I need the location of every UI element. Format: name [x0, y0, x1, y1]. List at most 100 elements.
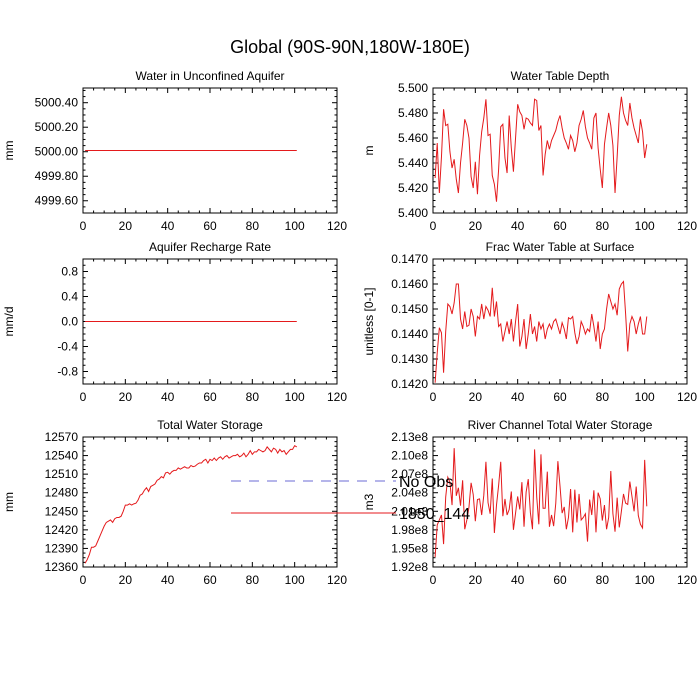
y-tick-label: 2.10e8	[391, 449, 428, 463]
legend-label-1850-144: 1850_144	[399, 506, 470, 523]
y-tick-label: 0.1460	[391, 277, 428, 291]
panel-title: Frac Water Table at Surface	[486, 240, 635, 254]
y-tick-label: -0.4	[57, 340, 78, 354]
panel-1: Water in Unconfined Aquifer 0 20 40 60 80 100 1…	[2, 69, 347, 233]
y-tick-label: 2.07e8	[391, 467, 428, 481]
x-tick-label: 60	[553, 219, 567, 233]
x-tick-label: 80	[246, 219, 260, 233]
y-tick-label: 2.04e8	[391, 486, 428, 500]
panel-2: Water Table Depth 0 20 40 60 80 100 120 5.400 5.4…	[362, 69, 697, 233]
y-axis-label: mm/d	[2, 307, 16, 337]
y-tick-label: 12360	[45, 560, 79, 574]
y-tick-label: 12510	[45, 467, 79, 481]
plot-frame	[432, 258, 688, 385]
x-tick-label: 40	[511, 390, 525, 404]
x-tick-label: 120	[327, 573, 347, 587]
panel-3: Aquifer Recharge Rate 0 20 40 60 80 100 120 -0.8…	[2, 240, 347, 404]
panel-title: Aquifer Recharge Rate	[149, 240, 271, 254]
x-tick-label: 60	[203, 390, 217, 404]
y-tick-label: 4999.80	[35, 169, 79, 183]
x-tick-label: 60	[553, 573, 567, 587]
y-axis-label: unitless [0-1]	[362, 287, 376, 355]
y-tick-label: 1.92e8	[391, 560, 428, 574]
x-tick-label: 120	[677, 390, 697, 404]
panel-4: Frac Water Table at Surface 0 20 40 60 80 100 1…	[362, 240, 697, 404]
panel-5: Total Water Storage 0 20 40 60 80 100 120 12360 1…	[2, 418, 347, 587]
x-tick-label: 40	[161, 219, 175, 233]
figure-title: Global (90S-90N,180W-180E)	[230, 37, 470, 57]
x-tick-label: 60	[553, 390, 567, 404]
y-axis-label: mm	[2, 141, 16, 161]
series-line-1850_144	[434, 280, 648, 383]
x-tick-label: 60	[203, 573, 217, 587]
y-tick-label: 0.1470	[391, 252, 428, 266]
x-tick-label: 80	[596, 390, 610, 404]
series-line-1850_144	[434, 96, 648, 202]
y-tick-label: 12540	[45, 449, 79, 463]
panel-title: Total Water Storage	[157, 418, 263, 432]
x-tick-label: 60	[203, 219, 217, 233]
y-tick-label: 1.98e8	[391, 523, 428, 537]
panel-title: River Channel Total Water Storage	[468, 418, 653, 432]
plot-frame	[82, 436, 338, 568]
y-tick-label: 5.400	[398, 206, 428, 220]
series-line-1850_144	[434, 448, 648, 558]
x-tick-label: 0	[80, 573, 87, 587]
y-tick-label: 4999.60	[35, 194, 79, 208]
y-tick-label: 12480	[45, 486, 79, 500]
y-tick-label: 5000.20	[35, 120, 79, 134]
x-tick-label: 20	[119, 390, 133, 404]
y-tick-label: 2.13e8	[391, 430, 428, 444]
x-tick-label: 40	[161, 573, 175, 587]
plot-frame	[432, 87, 688, 214]
x-tick-label: 40	[511, 573, 525, 587]
y-tick-label: 12450	[45, 504, 79, 518]
panel-title: Water in Unconfined Aquifer	[136, 69, 285, 83]
panel-title: Water Table Depth	[511, 69, 610, 83]
x-tick-label: 80	[596, 219, 610, 233]
x-tick-label: 100	[635, 219, 655, 233]
x-tick-label: 0	[80, 390, 87, 404]
y-tick-label: 12420	[45, 523, 79, 537]
plot-frame	[432, 436, 688, 568]
y-tick-label: 5.440	[398, 156, 428, 170]
x-tick-label: 80	[246, 390, 260, 404]
y-tick-label: 1.95e8	[391, 541, 428, 555]
x-tick-label: 40	[161, 390, 175, 404]
x-tick-label: 20	[469, 573, 483, 587]
y-tick-label: 5.500	[398, 81, 428, 95]
y-tick-label: 0.1420	[391, 377, 428, 391]
x-tick-label: 120	[677, 219, 697, 233]
y-tick-label: 0.1440	[391, 327, 428, 341]
y-tick-label: 0.1430	[391, 352, 428, 366]
x-tick-label: 0	[430, 390, 437, 404]
x-tick-label: 100	[635, 390, 655, 404]
x-tick-label: 0	[430, 573, 437, 587]
y-tick-label: 12390	[45, 541, 79, 555]
y-tick-label: 0.4	[61, 290, 78, 304]
y-tick-label: 12570	[45, 430, 79, 444]
y-tick-label: 5000.40	[35, 96, 79, 110]
legend: No Obs 1850_144	[231, 474, 470, 523]
x-tick-label: 100	[285, 219, 305, 233]
x-tick-label: 40	[511, 219, 525, 233]
x-tick-label: 120	[327, 219, 347, 233]
x-tick-label: 0	[80, 219, 87, 233]
x-tick-label: 80	[246, 573, 260, 587]
x-tick-label: 80	[596, 573, 610, 587]
y-tick-label: 2.01e8	[391, 504, 428, 518]
y-tick-label: 0.0	[61, 315, 78, 329]
y-tick-label: 5.460	[398, 131, 428, 145]
x-tick-label: 20	[119, 219, 133, 233]
y-axis-label: m3	[362, 493, 376, 510]
panels: Water in Unconfined Aquifer 0 20 40 60 80 100 1…	[2, 69, 697, 587]
x-tick-label: 120	[327, 390, 347, 404]
panel-6: River Channel Total Water Storage 0 20 40 60…	[362, 418, 697, 587]
y-tick-label: 0.8	[61, 265, 78, 279]
x-tick-label: 100	[635, 573, 655, 587]
series-line-1850_144	[84, 444, 298, 564]
x-tick-label: 100	[285, 390, 305, 404]
y-tick-label: 0.1450	[391, 302, 428, 316]
legend-label-no-obs: No Obs	[399, 474, 453, 491]
